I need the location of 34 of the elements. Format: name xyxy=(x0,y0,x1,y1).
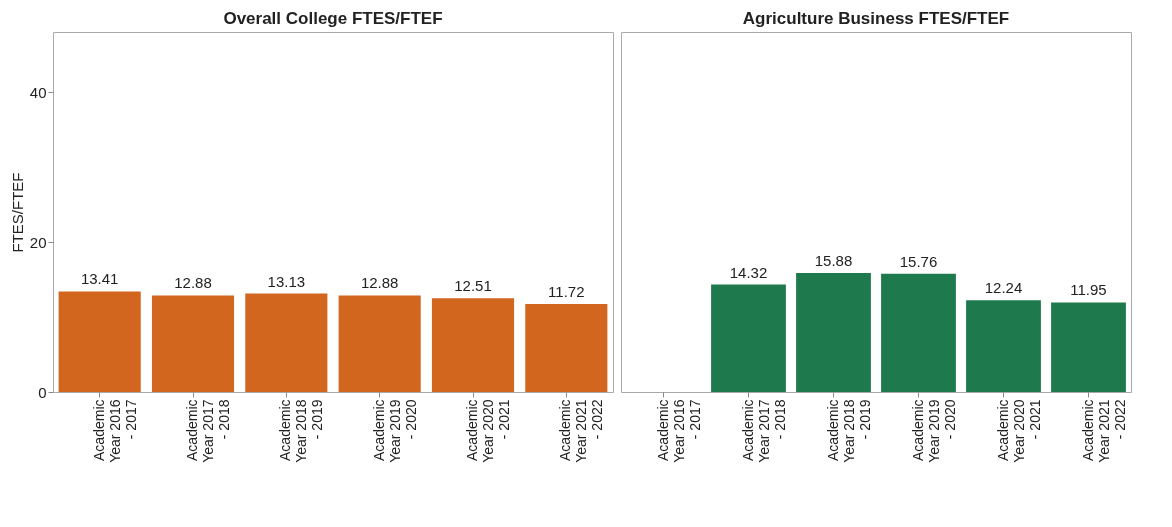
y-tick-label: 40 xyxy=(29,83,47,101)
bar xyxy=(1051,302,1126,392)
data-label: 13.41 xyxy=(80,270,119,288)
data-label: 13.13 xyxy=(267,272,306,290)
data-label: 15.88 xyxy=(814,251,853,269)
x-tick-label: Academic Year 2017 - 2018 xyxy=(739,399,788,463)
bar xyxy=(881,273,956,392)
data-label: 11.72 xyxy=(548,283,585,301)
y-axis-title: FTES/FTEF xyxy=(8,172,26,253)
data-label: 12.88 xyxy=(174,274,212,292)
data-label: 12.88 xyxy=(360,274,399,292)
x-tick-label: Academic Year 2018 - 2019 xyxy=(824,399,873,463)
x-tick-label: Academic Year 2016 - 2017 xyxy=(90,399,139,463)
x-tick-label: Academic Year 2017 - 2018 xyxy=(184,399,232,463)
y-tick-label: 0 xyxy=(38,383,47,401)
x-tick-label: Academic Year 2018 - 2019 xyxy=(277,399,326,463)
x-tick-label: Academic Year 2021 - 2022 xyxy=(557,399,606,463)
y-tick-label: 20 xyxy=(29,233,47,251)
x-tick-label: Academic Year 2020 - 2021 xyxy=(464,399,512,463)
chart-title: Overall College FTES/FTEF xyxy=(223,9,443,28)
x-tick-label: Academic Year 2019 - 2020 xyxy=(370,399,419,463)
data-label: 12.24 xyxy=(984,279,1023,297)
bar xyxy=(796,272,871,392)
data-label: 11.95 xyxy=(1070,281,1107,299)
bar xyxy=(711,284,786,392)
data-label: 12.51 xyxy=(454,277,492,295)
x-tick-label: Academic Year 2019 - 2020 xyxy=(909,399,958,463)
chart-title: Agriculture Business FTES/FTEF xyxy=(742,9,1010,28)
data-label: 15.76 xyxy=(899,252,938,270)
data-label: 14.32 xyxy=(729,263,768,281)
x-tick-label: Academic Year 2016 - 2017 xyxy=(654,399,703,463)
x-tick-label: Academic Year 2021 - 2022 xyxy=(1079,399,1128,463)
x-tick-label: Academic Year 2020 - 2021 xyxy=(994,399,1043,463)
bar xyxy=(966,300,1041,392)
